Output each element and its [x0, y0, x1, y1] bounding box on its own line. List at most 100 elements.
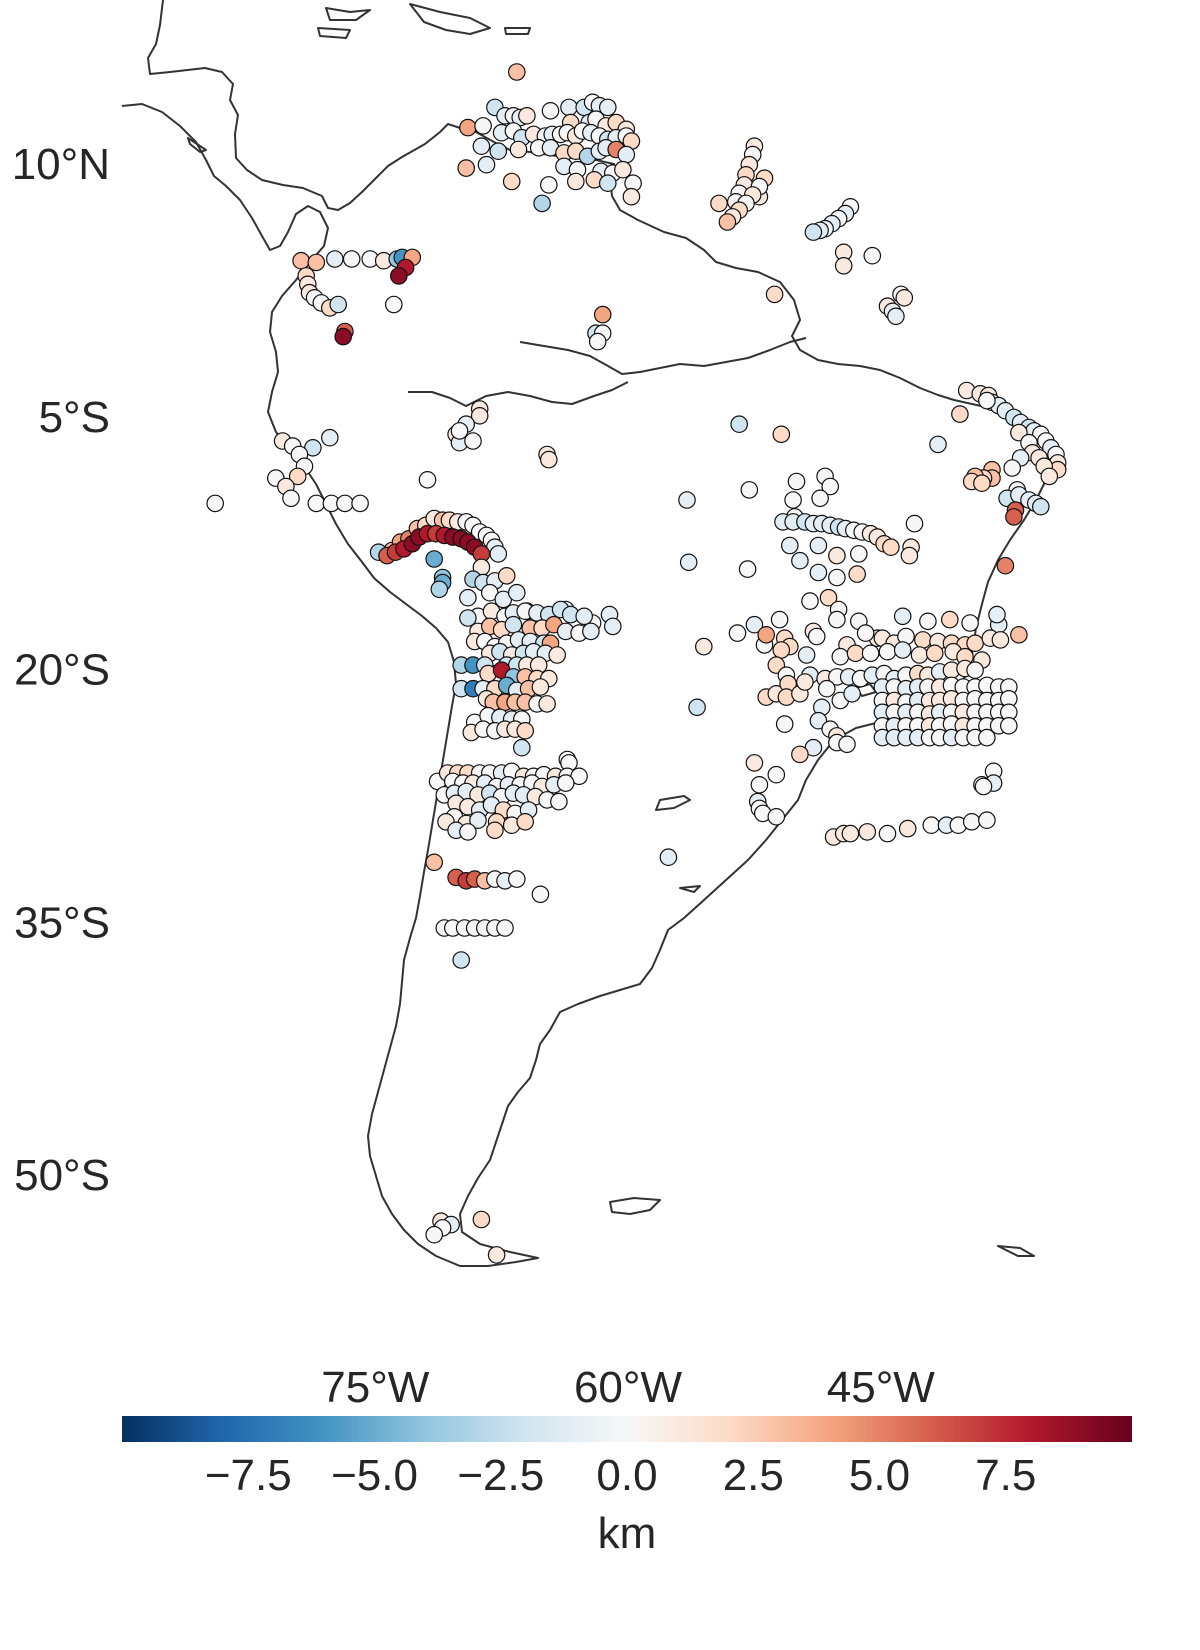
station-marker — [797, 646, 816, 664]
station-marker — [548, 646, 566, 664]
station-marker — [929, 435, 947, 454]
station-marker — [351, 494, 369, 513]
station-marker — [516, 812, 534, 831]
station-marker — [307, 494, 326, 513]
station-marker — [1010, 625, 1028, 644]
station-marker — [507, 870, 526, 888]
station-marker — [502, 172, 521, 191]
station-marker — [325, 250, 344, 268]
station-marker — [539, 176, 558, 194]
station-marker — [541, 102, 560, 120]
lat-tick-label: 10°N — [12, 140, 110, 189]
station-marker — [900, 546, 919, 565]
colorbar-tick-label: 2.5 — [723, 1451, 784, 1500]
station-marker — [450, 422, 469, 440]
station-marker — [342, 250, 361, 268]
station-marker — [828, 546, 846, 565]
latitude-tick-labels: 10°N 5°S 20°S 35°S 50°S — [12, 140, 110, 1200]
station-marker — [470, 406, 489, 425]
station-marker — [791, 745, 809, 764]
station-marker — [588, 332, 607, 351]
station-marker — [459, 609, 477, 627]
station-marker — [765, 285, 784, 304]
station-marker — [811, 489, 829, 508]
station-marker — [556, 774, 575, 792]
station-marker — [694, 637, 713, 656]
station-marker — [430, 580, 449, 599]
station-marker — [1032, 497, 1050, 516]
station-marker — [538, 695, 556, 713]
station-marker — [459, 823, 477, 841]
station-marker — [292, 251, 310, 270]
station-marker — [878, 642, 897, 661]
station-marker — [288, 467, 307, 486]
station-marker — [659, 848, 678, 866]
station-marker — [914, 631, 932, 649]
station-marker — [809, 711, 828, 730]
station-marker — [961, 614, 979, 632]
colorbar-gradient — [122, 1416, 1132, 1442]
station-marker — [861, 644, 880, 663]
station-marker — [922, 816, 941, 834]
station-marker — [329, 295, 347, 314]
station-marker — [738, 560, 757, 578]
station-marker — [598, 174, 617, 192]
station-marker — [772, 425, 791, 444]
station-marker — [978, 811, 996, 829]
station-marker — [780, 536, 799, 555]
station-marker — [973, 474, 991, 492]
station-marker — [978, 391, 996, 410]
station-marker — [487, 1246, 506, 1264]
station-marker — [991, 631, 1010, 649]
lat-tick-label: 5°S — [39, 393, 110, 442]
station-marker — [951, 405, 969, 423]
station-marker — [679, 553, 698, 572]
station-marker — [474, 117, 492, 135]
station-marker — [384, 295, 403, 314]
station-marker — [996, 556, 1015, 575]
station-marker — [791, 551, 809, 570]
station-marker — [974, 777, 993, 796]
station-marker — [718, 213, 737, 231]
station-marker — [489, 142, 508, 160]
colorbar: −7.5 −5.0 −2.5 0.0 2.5 5.0 7.5 km — [122, 1416, 1132, 1558]
station-marker — [472, 1210, 491, 1229]
station-marker — [566, 172, 585, 191]
station-marker — [828, 610, 846, 629]
station-marker — [425, 550, 443, 568]
station-marker — [614, 160, 632, 179]
colorbar-tick-label: −2.5 — [457, 1451, 544, 1500]
station-marker — [966, 661, 984, 679]
station-marker — [809, 536, 828, 555]
station-marker — [497, 566, 516, 585]
station-marker — [843, 684, 861, 703]
colorbar-tick-label: 0.0 — [596, 1451, 657, 1500]
station-marker — [787, 472, 806, 491]
colorbar-tick-labels: −7.5 −5.0 −2.5 0.0 2.5 5.0 7.5 — [205, 1451, 1037, 1500]
station-marker — [846, 644, 865, 663]
station-marker — [910, 646, 929, 664]
station-marker — [622, 187, 641, 206]
station-marker — [767, 807, 786, 826]
station-marker — [518, 107, 536, 125]
station-marker — [838, 735, 856, 754]
lon-tick-label: 60°W — [574, 1363, 683, 1412]
station-marker — [472, 137, 491, 155]
station-marker — [598, 98, 617, 117]
station-marker — [807, 627, 826, 646]
station-marker — [999, 716, 1018, 735]
station-marker — [988, 605, 1006, 624]
station-marker — [775, 715, 794, 733]
station-marker — [801, 592, 819, 610]
station-marker — [531, 885, 550, 904]
station-marker — [796, 673, 814, 691]
station-marker — [858, 823, 877, 841]
station-marker — [962, 812, 981, 831]
colorbar-tick-label: 5.0 — [849, 1451, 910, 1500]
station-marker — [730, 415, 748, 433]
lat-tick-label: 50°S — [14, 1151, 110, 1200]
station-marker — [821, 477, 839, 496]
station-marker — [617, 145, 636, 164]
station-marker — [282, 489, 300, 508]
station-marker — [603, 617, 622, 636]
